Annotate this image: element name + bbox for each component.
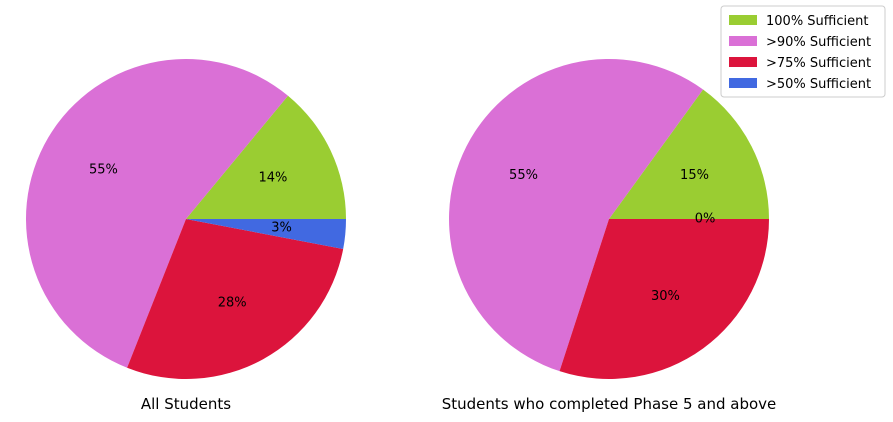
- pie-slice-90-sufficient: [449, 59, 704, 372]
- pie-slice-label-75-sufficient: 30%: [651, 289, 680, 304]
- pie-slice-75-sufficient: [127, 219, 344, 379]
- legend-swatch-75-sufficient: [729, 57, 757, 67]
- legend-swatch-100-sufficient: [729, 15, 757, 25]
- legend-swatch-50-sufficient: [729, 78, 757, 88]
- legend-label-75-sufficient: >75% Sufficient: [766, 56, 871, 71]
- pie-slice-75-sufficient: [559, 219, 769, 380]
- legend-label-50-sufficient: >50% Sufficient: [766, 77, 871, 92]
- pie-slice-100-sufficient: [609, 89, 769, 219]
- pie-slice-label-90-sufficient: 55%: [89, 163, 118, 178]
- pie-caption-phase5-students: Students who completed Phase 5 and above: [442, 395, 777, 413]
- pie-slice-label-75-sufficient: 28%: [218, 296, 247, 311]
- pie-caption-all-students: All Students: [141, 395, 231, 413]
- legend-label-90-sufficient: >90% Sufficient: [766, 35, 871, 50]
- pie-slice-label-50-sufficient: 3%: [271, 221, 292, 236]
- pie-slice-50-sufficient: [186, 219, 346, 249]
- pie-slice-label-90-sufficient: 55%: [509, 168, 538, 183]
- pie-slice-90-sufficient: [25, 58, 288, 368]
- pie-slice-label-100-sufficient: 14%: [258, 171, 287, 186]
- pie-slice-label-50-sufficient: 0%: [695, 212, 716, 227]
- legend: 100% Sufficient >90% Sufficient >75% Suf…: [720, 5, 886, 98]
- legend-label-100-sufficient: 100% Sufficient: [766, 14, 868, 29]
- legend-swatch-90-sufficient: [729, 36, 757, 46]
- pie-slice-100-sufficient: [186, 95, 346, 219]
- legend-box: [720, 5, 886, 98]
- pie-all-students: 14% 55% 28% 3%: [25, 58, 346, 379]
- pie-slice-label-100-sufficient: 15%: [680, 168, 709, 183]
- pie-phase5-students: 15% 55% 30% 0%: [449, 59, 769, 380]
